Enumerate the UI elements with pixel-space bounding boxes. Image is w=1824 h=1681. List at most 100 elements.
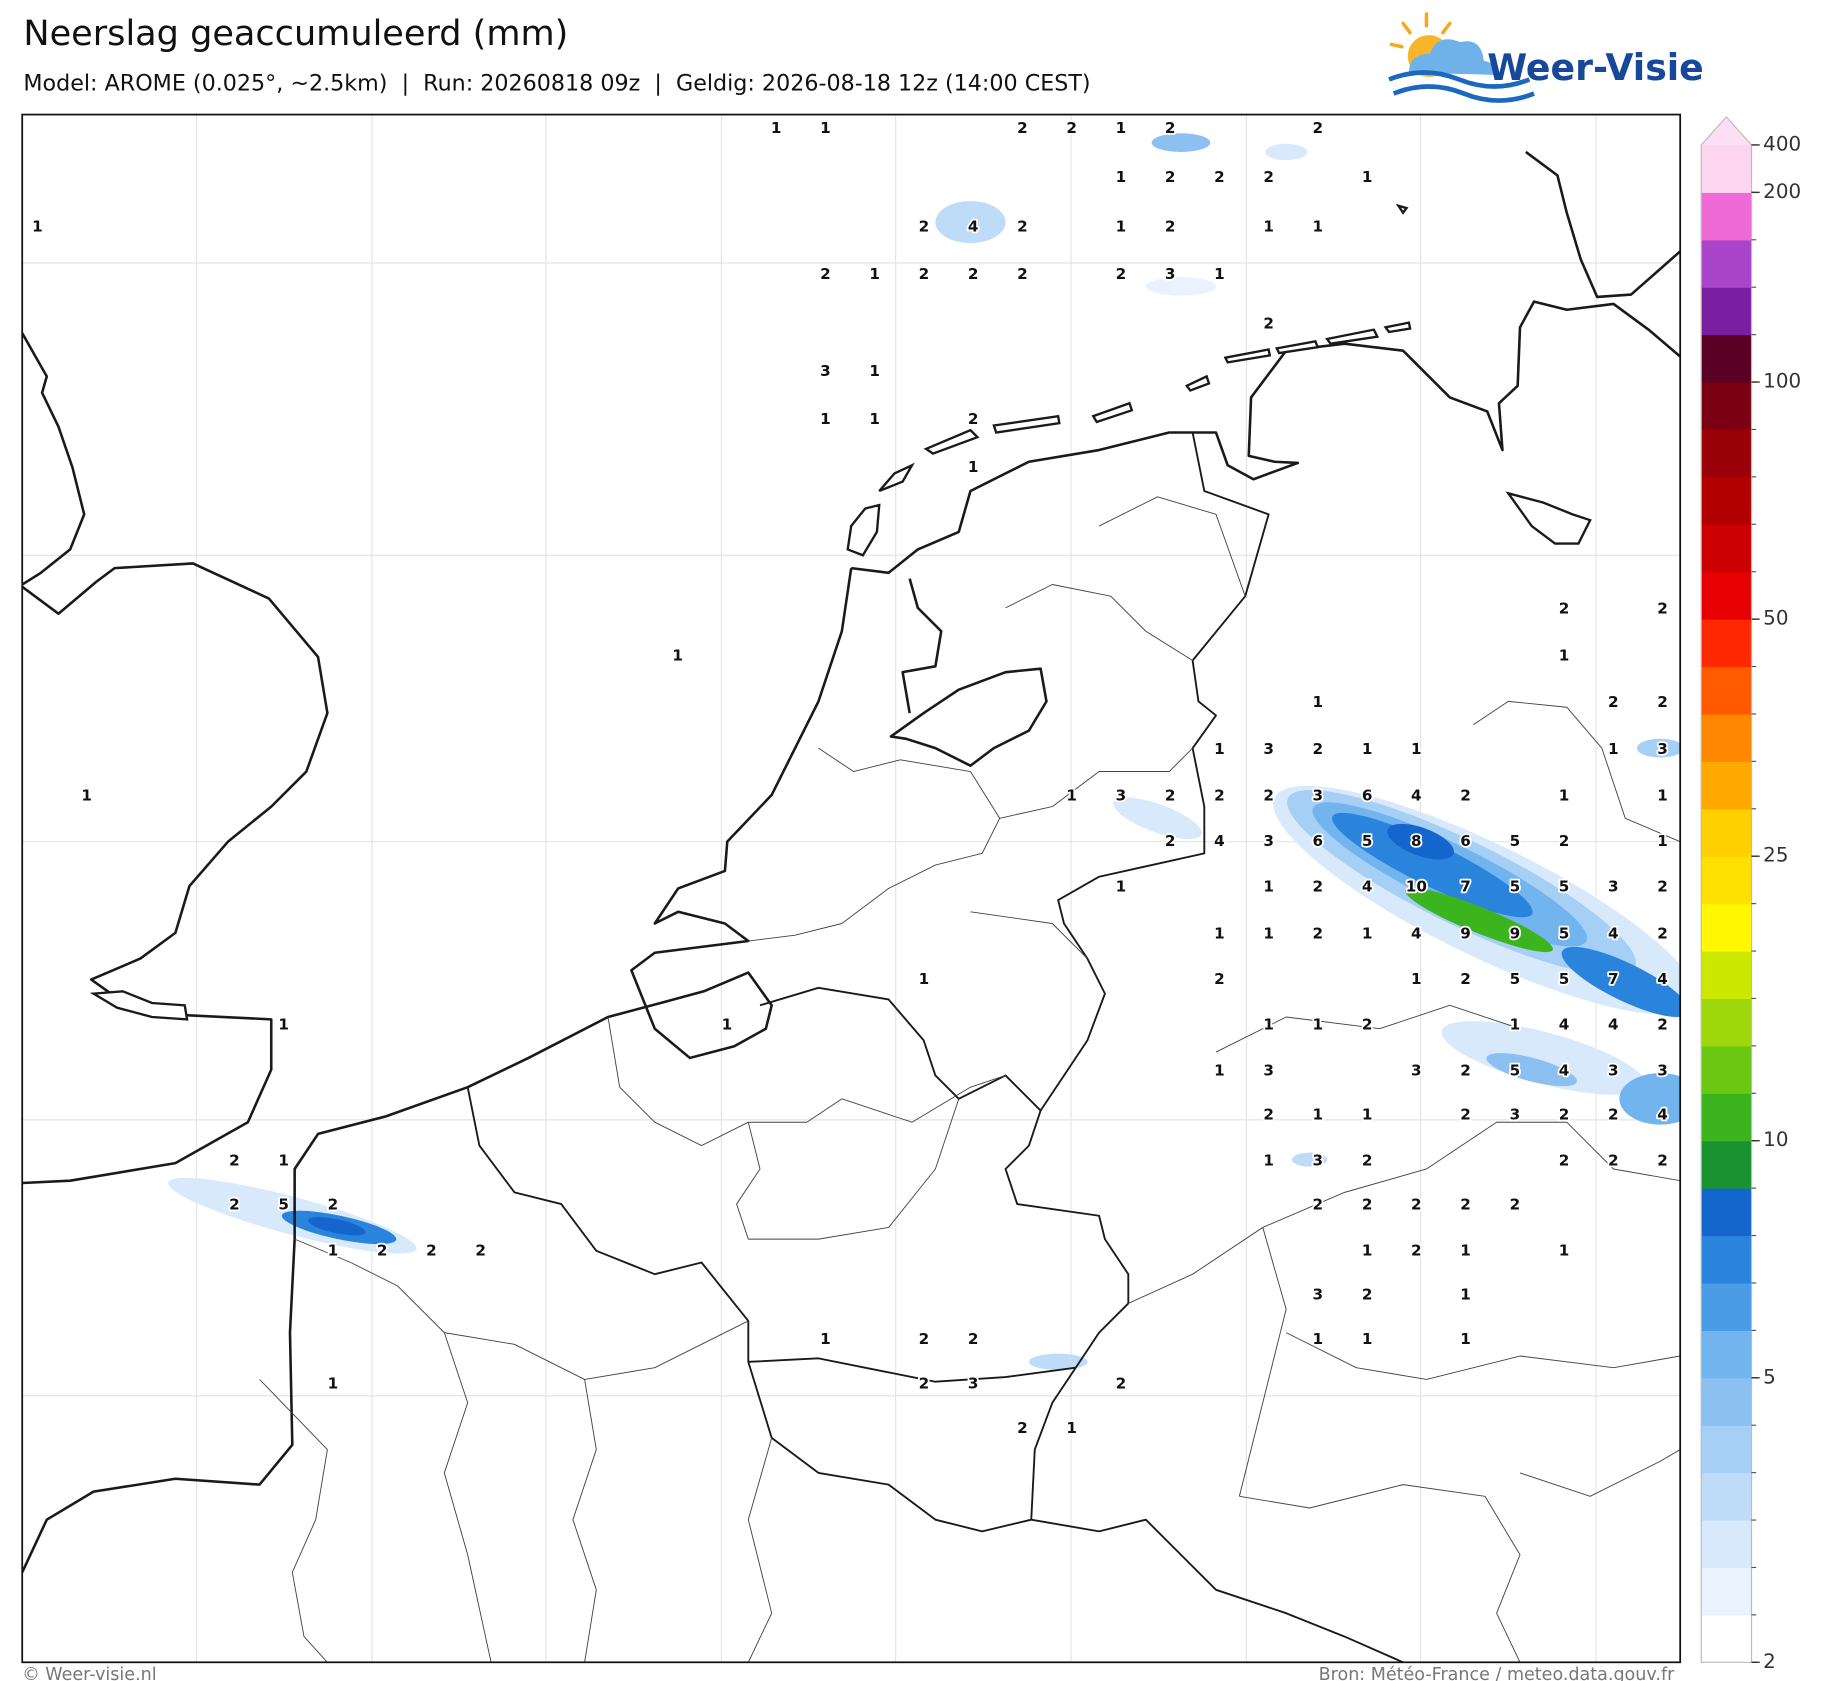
precip-value: 5 (278, 1196, 289, 1214)
colorbar-band (1701, 571, 1752, 620)
precip-value: 1 (278, 1151, 289, 1169)
colorbar-band (1701, 666, 1752, 715)
colorbar-band (1701, 144, 1752, 193)
colorbar-band (1701, 1282, 1752, 1331)
precip-value: 2 (475, 1241, 486, 1259)
precip-value: 2 (1362, 1286, 1373, 1304)
colorbar-band (1701, 1472, 1752, 1521)
colorbar-band (1701, 192, 1752, 241)
precip-value: 3 (1608, 1061, 1619, 1079)
colorbar-tick-label: 2 (1763, 1650, 1776, 1673)
precip-value: 2 (919, 1375, 930, 1393)
footer-source: Bron: Météo-France / meteo.data.gouv.fr (1319, 1665, 1675, 1681)
colorbar-band (1701, 1330, 1752, 1379)
precip-value: 2 (1116, 1375, 1127, 1393)
precip-value: 2 (1657, 693, 1668, 711)
precip-value: 2 (1460, 970, 1471, 988)
precip-value: 6 (1460, 832, 1471, 850)
precip-value: 1 (1313, 1016, 1324, 1034)
precip-value: 1 (328, 1375, 339, 1393)
precip-value: 1 (1608, 740, 1619, 758)
precip-value: 4 (1608, 925, 1619, 943)
precip-value: 2 (919, 1330, 930, 1348)
precip-value: 1 (1411, 970, 1422, 988)
precip-value: 2 (1066, 119, 1077, 137)
logo-waves (1388, 70, 1535, 103)
precip-value: 2 (426, 1241, 437, 1259)
precip-value: 4 (1657, 1106, 1668, 1124)
precip-value: 3 (1263, 740, 1274, 758)
colorbar-tick-label: 50 (1763, 607, 1788, 630)
precip-value: 2 (377, 1241, 388, 1259)
precip-value: 1 (1313, 1330, 1324, 1348)
colorbar-band (1701, 998, 1752, 1047)
precip-value: 2 (1608, 1106, 1619, 1124)
precip-value: 2 (1214, 787, 1225, 805)
precip-value: 4 (1411, 925, 1422, 943)
precip-value: 2 (1313, 1196, 1324, 1214)
precip-value: 3 (1608, 878, 1619, 896)
precip-value: 2 (1362, 1151, 1373, 1169)
precip-value: 1 (1460, 1330, 1471, 1348)
precip-value: 1 (1559, 646, 1570, 664)
precip-value: 2 (1657, 1151, 1668, 1169)
colorbar-band (1701, 619, 1752, 668)
colorbar-band (1701, 287, 1752, 336)
precip-value: 8 (1411, 832, 1422, 850)
logo-text: Weer-Visie (1487, 46, 1704, 89)
precip-value: 1 (820, 1330, 831, 1348)
colorbar-band (1701, 1235, 1752, 1284)
colorbar-band (1701, 808, 1752, 857)
precip-value: 2 (1017, 1419, 1028, 1437)
precip-value: 10 (1406, 878, 1427, 896)
precip-value: 2 (1313, 925, 1324, 943)
colorbar-tick-label: 100 (1763, 370, 1801, 393)
precip-value: 2 (1657, 925, 1668, 943)
precip-value: 2 (1313, 878, 1324, 896)
graticule (22, 114, 1681, 1663)
precip-value: 4 (1608, 1016, 1619, 1034)
precip-value: 2 (1411, 1241, 1422, 1259)
precip-value: 2 (968, 1330, 979, 1348)
map-frame (21, 113, 1682, 1664)
precip-value: 2 (1165, 168, 1176, 186)
precip-value: 2 (919, 265, 930, 283)
precip-value: 2 (820, 265, 831, 283)
precip-value: 5 (1510, 832, 1521, 850)
precip-value: 4 (1411, 787, 1422, 805)
precip-value: 3 (1313, 1151, 1324, 1169)
precip-value: 5 (1510, 970, 1521, 988)
title: Neerslag geaccumuleerd (mm) (23, 13, 568, 54)
colorbar-band (1701, 856, 1752, 905)
precip-value: 1 (1313, 1106, 1324, 1124)
precip-value: 2 (1362, 1196, 1373, 1214)
precip-value: 1 (1116, 217, 1127, 235)
precip-value: 3 (1116, 787, 1127, 805)
precip-value: 1 (1066, 1419, 1077, 1437)
precip-value: 2 (1017, 265, 1028, 283)
precip-value: 2 (1657, 1016, 1668, 1034)
colorbar-tick-label: 5 (1763, 1365, 1776, 1388)
precip-value: 2 (1362, 1016, 1373, 1034)
map: 1 1 2 2 1 2 2 1 2 2 2 1 1 2 4 2 1 2 1 1 2 1 2 2 2 2 3 1 2 3 1 1 1 2 1 2 2 1 1 1… (22, 114, 1681, 1663)
precip-value: 1 (820, 410, 831, 428)
precip-value: 1 (1214, 1061, 1225, 1079)
colorbar-outline (1700, 116, 1753, 1663)
precip-value: 1 (1657, 787, 1668, 805)
precip-value: 2 (1460, 787, 1471, 805)
precip-value: 9 (1510, 925, 1521, 943)
precip-value: 1 (1460, 1286, 1471, 1304)
precip-value: 1 (1263, 1016, 1274, 1034)
precip-value: 3 (1657, 1061, 1668, 1079)
footer-copyright: © Weer-visie.nl (22, 1665, 156, 1681)
precip-value: 2 (968, 410, 979, 428)
colorbar-band (1701, 1188, 1752, 1237)
precip-value: 2 (1559, 600, 1570, 618)
colorbar-band (1701, 951, 1752, 1000)
precip-value: 2 (229, 1151, 240, 1169)
precip-value: 5 (1510, 1061, 1521, 1079)
precip-value: 6 (1313, 832, 1324, 850)
precip-value: 2 (1460, 1196, 1471, 1214)
colorbar-tick-label: 400 (1763, 132, 1801, 155)
